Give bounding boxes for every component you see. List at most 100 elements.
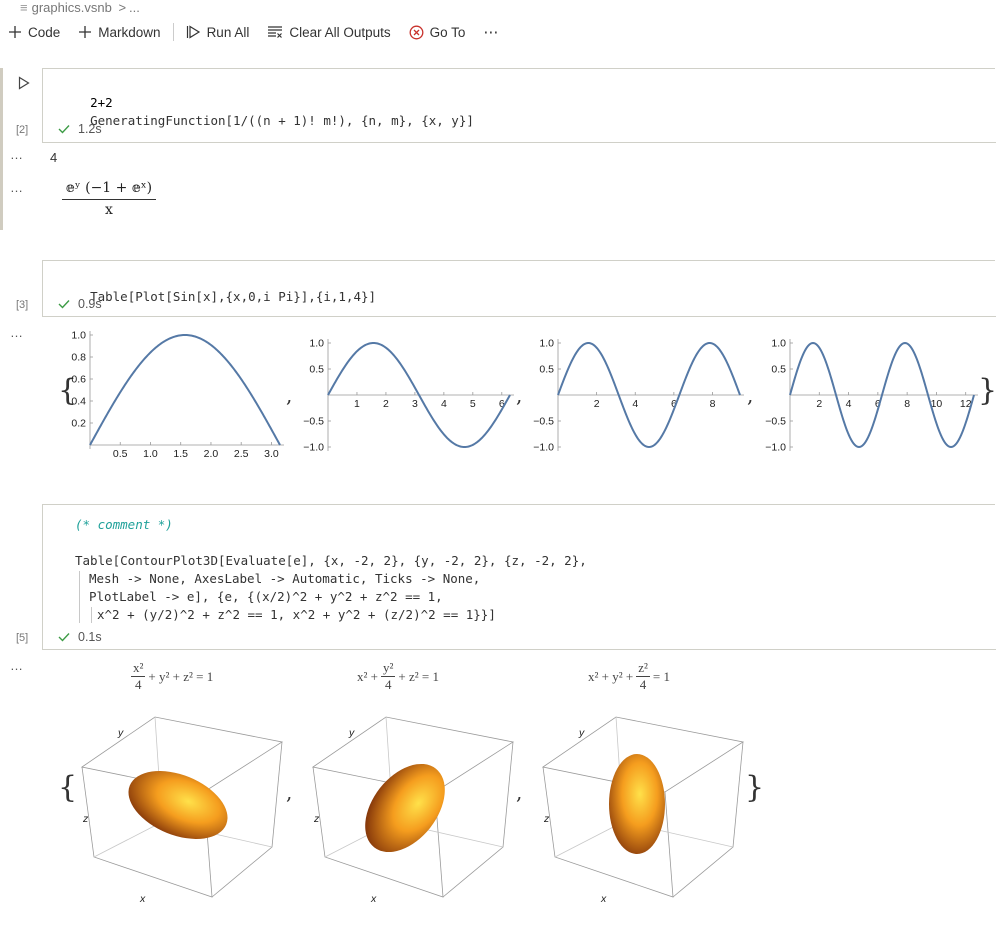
list-open-brace: { xyxy=(58,373,78,408)
y-tick-label: −0.5 xyxy=(533,416,554,428)
x-tick-label: 8 xyxy=(904,398,910,410)
add-markdown-button[interactable]: Markdown xyxy=(78,24,161,40)
x-tick-label: 0.5 xyxy=(113,448,128,460)
run-all-button[interactable]: Run All xyxy=(186,24,250,40)
label-prefix: x² + xyxy=(357,668,378,684)
x-tick-label: 6 xyxy=(671,398,677,410)
x-tick-label: 2 xyxy=(594,398,600,410)
output-menu-button[interactable]: … xyxy=(10,325,24,340)
y-tick-label: −0.5 xyxy=(303,416,324,428)
plot-label-2: x² + y² 4 + z² = 1 xyxy=(357,660,439,693)
clear-all-outputs-button[interactable]: Clear All Outputs xyxy=(267,25,391,40)
add-markdown-label: Markdown xyxy=(98,24,161,40)
cell-status: 1.2s xyxy=(58,122,102,136)
execution-count: [2] xyxy=(16,124,29,136)
more-actions-button[interactable]: ⋯ xyxy=(483,23,498,41)
axis-label-z: z xyxy=(313,813,320,825)
code-text: x^2 + (y/2)^2 + z^2 == 1, x^2 + y^2 + (z… xyxy=(97,607,496,622)
execution-count: [3] xyxy=(16,299,29,311)
x-tick-label: 2 xyxy=(816,398,822,410)
code-line: GeneratingFunction[1/((n + 1)! m!), {n, … xyxy=(75,98,474,128)
code-text: Table[ContourPlot3D[Evaluate[e], {x, -2,… xyxy=(75,553,587,568)
more-icon: ⋯ xyxy=(483,24,499,41)
fraction-numerator: 𝕖ʸ (−1 + 𝕖ˣ) xyxy=(62,180,156,200)
axis-label-y: y xyxy=(117,727,124,739)
label-prefix: x² + y² + xyxy=(588,668,634,684)
x-tick-label: 2.0 xyxy=(204,448,219,460)
list-comma: , xyxy=(747,383,754,407)
code-text: PlotLabel -> e], {e, {(x/2)^2 + y^2 + z^… xyxy=(89,589,443,604)
code-comment: (* comment *) xyxy=(75,517,173,532)
y-tick-label: 1.0 xyxy=(771,338,786,350)
breadcrumb-separator: > xyxy=(118,0,127,15)
label-suffix: + z² = 1 xyxy=(398,668,439,684)
label-suffix: = 1 xyxy=(652,668,670,684)
list-close-brace: } xyxy=(745,770,765,805)
axis-label-x: x xyxy=(600,893,607,905)
sine-curve xyxy=(327,341,511,449)
fraction-top: z² xyxy=(636,660,650,677)
add-code-button[interactable]: Code xyxy=(8,25,60,40)
x-tick-label: 4 xyxy=(441,398,447,410)
sine-curve xyxy=(557,342,741,449)
y-tick-label: 1.0 xyxy=(309,338,324,350)
contour-plot-3d-3: y z x xyxy=(541,716,745,905)
output-menu-button[interactable]: … xyxy=(10,180,24,195)
cell-divider xyxy=(42,142,996,143)
label-fraction: z² 4 xyxy=(636,660,650,693)
code-text: GeneratingFunction[1/((n + 1)! m!), {n, … xyxy=(90,113,474,128)
sine-curve xyxy=(789,341,975,449)
x-tick-label: 1.5 xyxy=(173,448,188,460)
fraction-bottom: 4 xyxy=(134,677,142,692)
y-tick-label: 0.8 xyxy=(71,352,86,364)
indent-guide xyxy=(91,607,92,623)
x-tick-label: 12 xyxy=(960,398,972,410)
x-tick-label: 6 xyxy=(875,398,881,410)
code-line: 2+2 xyxy=(75,80,113,110)
output-menu-button[interactable]: … xyxy=(10,147,24,162)
go-to-label: Go To xyxy=(429,24,466,40)
check-icon xyxy=(58,125,70,134)
cell-divider xyxy=(42,649,996,650)
run-all-label: Run All xyxy=(206,24,250,40)
list-comma: , xyxy=(516,383,523,407)
list-open-brace: { xyxy=(58,770,78,805)
fraction-top: x² xyxy=(131,660,146,677)
y-tick-label: −1.0 xyxy=(303,442,324,454)
y-tick-label: 0.4 xyxy=(71,396,86,408)
run-cell-button[interactable] xyxy=(18,76,30,95)
ellipsoid-surface xyxy=(128,771,228,839)
check-icon xyxy=(58,633,70,642)
execution-time: 1.2s xyxy=(78,122,102,136)
axis-label-y: y xyxy=(578,727,585,739)
error-circle-icon xyxy=(409,25,424,39)
sine-plot-4: 2 4 6 8 10 12 −1.0 −0.5 0.5 1.0 xyxy=(765,338,978,454)
ellipsoid-surface xyxy=(609,754,665,854)
y-tick-label: 0.5 xyxy=(539,364,554,376)
list-comma: , xyxy=(286,780,293,804)
breadcrumb-file[interactable]: graphics.vsnb xyxy=(31,0,112,15)
go-to-button[interactable]: Go To xyxy=(409,24,466,40)
cell-divider xyxy=(42,316,996,317)
axis-label-z: z xyxy=(543,813,550,825)
notebook-toolbar: Code Markdown Run All Clear All Outputs … xyxy=(8,20,516,44)
x-tick-label: 3 xyxy=(412,398,418,410)
code-cell-3[interactable] xyxy=(42,504,995,650)
list-comma: , xyxy=(516,780,523,804)
code-line: Mesh -> None, AxesLabel -> Automatic, Ti… xyxy=(89,571,480,586)
y-tick-label: −1.0 xyxy=(533,442,554,454)
code-text: 2+2 xyxy=(90,95,113,110)
y-tick-label: 0.5 xyxy=(309,364,324,376)
plus-icon xyxy=(9,26,21,38)
breadcrumb-tail[interactable]: ... xyxy=(129,0,140,15)
output-menu-button[interactable]: … xyxy=(10,658,24,673)
label-suffix: + y² + z² = 1 xyxy=(148,668,214,684)
code-cell-1[interactable] xyxy=(42,68,995,143)
fraction-bottom: 4 xyxy=(639,677,647,692)
x-tick-label: 1.0 xyxy=(143,448,158,460)
x-tick-label: 10 xyxy=(931,398,943,410)
sine-curve xyxy=(89,333,281,446)
check-icon xyxy=(58,300,70,309)
run-all-icon xyxy=(186,25,200,39)
code-cell-2[interactable] xyxy=(42,260,995,317)
